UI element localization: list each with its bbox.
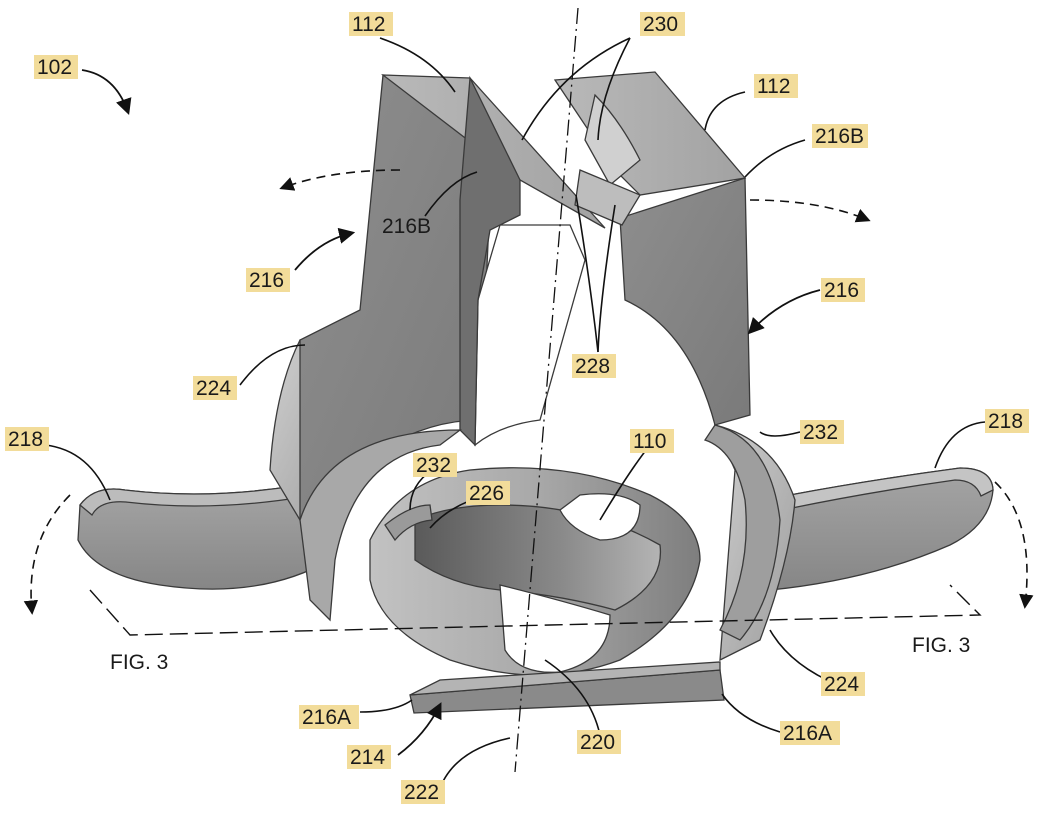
label-216A-left: 216A (299, 705, 359, 729)
svg-text:224: 224 (196, 377, 231, 400)
svg-text:218: 218 (8, 428, 43, 451)
label-fig3-right: FIG. 3 (912, 634, 970, 657)
label-fig3-left: FIG. 3 (110, 651, 168, 674)
label-216B-right: 216B (812, 124, 868, 148)
label-222: 222 (401, 780, 445, 804)
label-230: 230 (640, 12, 685, 36)
label-224-left: 224 (193, 376, 237, 400)
label-218-right: 218 (985, 409, 1029, 433)
label-232-right: 232 (800, 420, 844, 444)
pointer-102 (82, 70, 128, 112)
svg-text:226: 226 (469, 482, 504, 505)
svg-text:214: 214 (350, 746, 385, 769)
label-228: 228 (572, 354, 616, 378)
svg-text:216B: 216B (815, 125, 864, 148)
label-102: 102 (34, 55, 78, 79)
svg-text:232: 232 (803, 421, 838, 444)
rotation-arrow-left (31, 495, 70, 612)
label-110: 110 (630, 429, 674, 453)
label-112-left: 112 (349, 12, 393, 36)
label-112-right: 112 (754, 74, 798, 98)
label-216-left: 216 (246, 268, 290, 292)
svg-text:232: 232 (416, 454, 451, 477)
svg-text:FIG. 3: FIG. 3 (110, 651, 168, 674)
svg-text:110: 110 (633, 430, 666, 453)
svg-text:216: 216 (249, 269, 284, 292)
label-216A-right: 216A (780, 721, 840, 745)
svg-text:216B: 216B (382, 215, 431, 238)
svg-text:222: 222 (404, 781, 439, 804)
label-232-left: 232 (413, 453, 457, 477)
svg-text:220: 220 (580, 731, 615, 754)
rotation-arrow-top-right (750, 200, 868, 220)
label-214: 214 (347, 745, 391, 769)
svg-text:218: 218 (988, 410, 1023, 433)
svg-text:216A: 216A (783, 722, 832, 745)
svg-text:216: 216 (824, 279, 859, 302)
rotation-arrow-right (995, 482, 1027, 606)
arm-left-window (475, 225, 585, 445)
svg-text:112: 112 (757, 75, 790, 98)
label-224-right: 224 (821, 672, 865, 696)
label-226: 226 (466, 481, 510, 505)
arm-right (620, 178, 750, 425)
svg-text:216A: 216A (302, 706, 351, 729)
svg-text:228: 228 (575, 355, 610, 378)
svg-text:230: 230 (643, 13, 678, 36)
label-216B-left: 216B (382, 215, 431, 238)
svg-text:FIG. 3: FIG. 3 (912, 634, 970, 657)
svg-text:224: 224 (824, 673, 859, 696)
label-220: 220 (577, 730, 621, 754)
svg-text:112: 112 (352, 13, 385, 36)
svg-text:102: 102 (37, 56, 72, 79)
label-218-left: 218 (5, 427, 49, 451)
label-216-right: 216 (821, 278, 865, 302)
